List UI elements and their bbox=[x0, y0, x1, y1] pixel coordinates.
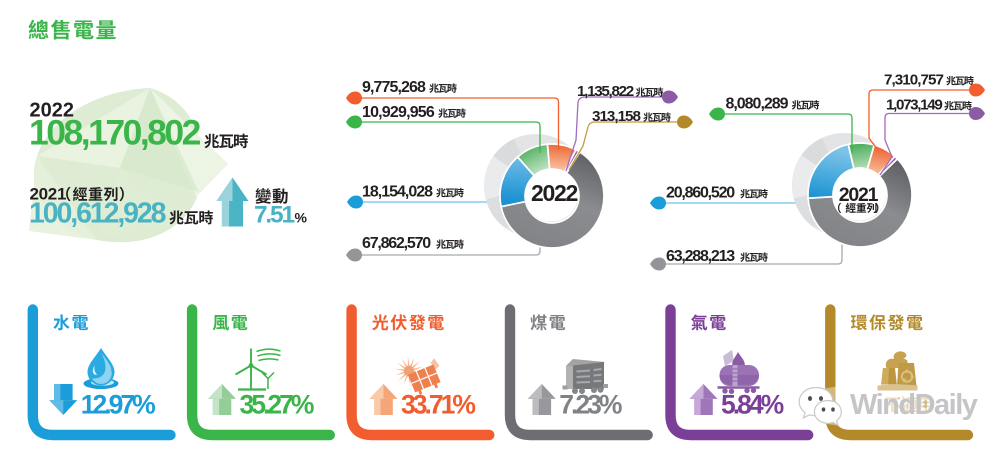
svg-text:33.71%: 33.71% bbox=[401, 390, 475, 420]
svg-text:2021: 2021 bbox=[839, 184, 879, 206]
svg-text:9,775,268: 9,775,268 bbox=[362, 79, 426, 96]
svg-text:108,170,802: 108,170,802 bbox=[29, 113, 201, 153]
svg-text:2021: 2021 bbox=[30, 185, 67, 204]
svg-text:1,135,822: 1,135,822 bbox=[577, 83, 634, 100]
svg-text:5.84%: 5.84% bbox=[721, 390, 784, 420]
svg-text:67,862,570: 67,862,570 bbox=[362, 235, 431, 252]
svg-text:7,310,757: 7,310,757 bbox=[884, 72, 943, 89]
svg-text:7.51: 7.51 bbox=[254, 202, 294, 229]
svg-text:35.27%: 35.27% bbox=[240, 390, 314, 420]
svg-text:63,288,213: 63,288,213 bbox=[666, 248, 735, 265]
svg-text:313,158: 313,158 bbox=[592, 108, 641, 125]
svg-text:1,073,149: 1,073,149 bbox=[886, 97, 942, 114]
svg-text:100,612,928: 100,612,928 bbox=[29, 198, 166, 230]
svg-text:2022: 2022 bbox=[30, 100, 75, 122]
svg-text:20,860,520: 20,860,520 bbox=[666, 185, 735, 202]
svg-text:8,080,289: 8,080,289 bbox=[726, 96, 789, 113]
svg-text:%: % bbox=[295, 210, 308, 226]
svg-text:7.23%: 7.23% bbox=[559, 390, 622, 420]
svg-text:WindDaily: WindDaily bbox=[850, 389, 978, 421]
svg-text:2022: 2022 bbox=[531, 180, 577, 206]
svg-text:WindDaily: WindDaily bbox=[850, 389, 978, 421]
svg-text:12.97%: 12.97% bbox=[81, 390, 155, 420]
svg-text:18,154,028: 18,154,028 bbox=[362, 184, 433, 201]
svg-text:10,929,956: 10,929,956 bbox=[362, 104, 435, 121]
